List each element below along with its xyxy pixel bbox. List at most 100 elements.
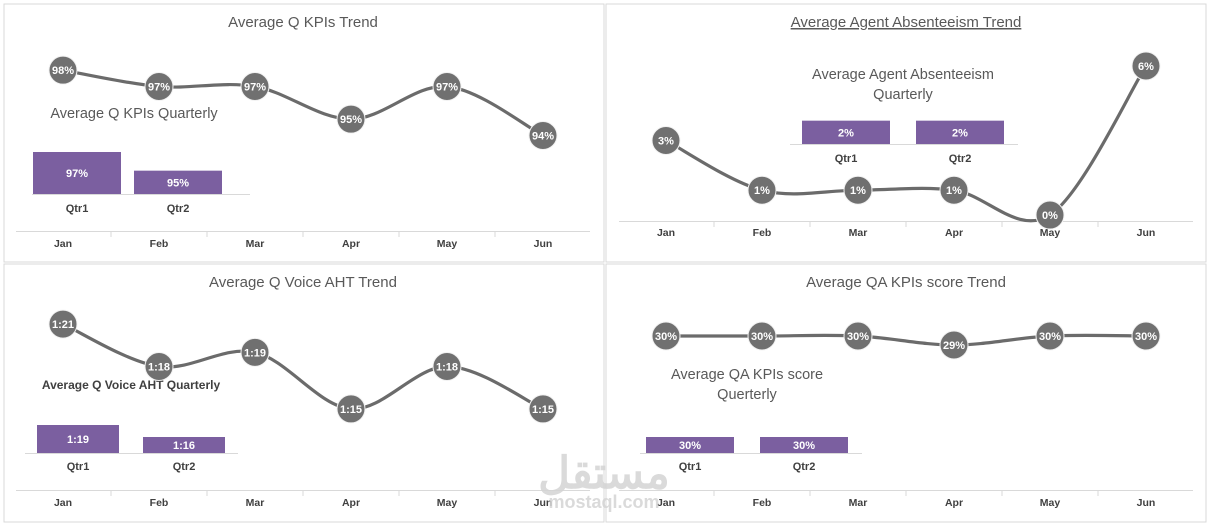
data-point <box>1131 51 1161 81</box>
x-tick-label: Jan <box>54 497 72 509</box>
data-point <box>1131 321 1161 351</box>
x-tick-label: Feb <box>753 227 772 239</box>
quarterly-bar-chart: Average Q KPIs Quarterly 97% Qtr1 95% Qtr2 <box>32 106 250 215</box>
chart-panel-3: Average Q Voice AHT Trend Average Q Voice… <box>3 263 605 523</box>
quarterly-chart-title: Average QA KPIs score <box>671 367 823 383</box>
quarterly-category-label: Qtr1 <box>67 461 90 473</box>
data-point <box>843 175 873 205</box>
data-label: 97% <box>148 82 170 94</box>
quarterly-category-label: Qtr2 <box>793 461 816 473</box>
quarterly-category-label: Qtr2 <box>173 461 196 473</box>
data-point <box>48 309 78 339</box>
quarterly-bar <box>802 120 890 144</box>
quarterly-bar <box>134 170 222 194</box>
data-label: 1% <box>946 185 962 197</box>
data-label: 94% <box>532 131 554 143</box>
data-label: 98% <box>52 65 74 77</box>
data-point <box>48 55 78 85</box>
data-point <box>144 352 174 381</box>
x-tick-label: Apr <box>342 497 360 509</box>
quarterly-chart-title: Average Q KPIs Quarterly <box>50 106 218 122</box>
x-tick-label: May <box>437 497 458 509</box>
data-label: 30% <box>1135 331 1157 343</box>
quarterly-bar-label: 1:19 <box>67 434 89 446</box>
data-label: 1:15 <box>340 404 362 416</box>
chart-panel-2: Average Agent Absenteeism Trend Average A… <box>605 3 1207 263</box>
data-point <box>747 175 777 205</box>
quarterly-bar-label: 30% <box>679 440 701 452</box>
data-label: 95% <box>340 114 362 126</box>
data-point <box>240 337 270 367</box>
data-point <box>843 321 873 351</box>
data-label: 3% <box>658 136 674 148</box>
data-label: 30% <box>1039 331 1061 343</box>
quarterly-bar-chart: Average Agent Absenteeism Quarterly 2% Qtr1… <box>790 67 1018 165</box>
data-label: 30% <box>655 331 677 343</box>
data-label: 97% <box>244 82 266 94</box>
quarterly-bar-chart: Average Q Voice AHT Quarterly 1:19 Qtr1 1:1… <box>25 378 238 473</box>
quarterly-bar-label: 97% <box>66 168 88 180</box>
data-point <box>336 104 366 134</box>
chart-title: Average Agent Absenteeism Trend <box>791 14 1022 31</box>
x-tick-label: Jan <box>657 497 675 509</box>
watermark-arabic: مستقل <box>538 449 670 498</box>
quarterly-bar-label: 2% <box>838 127 854 139</box>
chart-title: Average Q KPIs Trend <box>228 14 378 31</box>
quarterly-category-label: Qtr2 <box>167 203 190 215</box>
data-label: 1:21 <box>52 319 74 331</box>
data-point <box>240 72 270 101</box>
data-point <box>432 72 462 101</box>
quarterly-category-label: Qtr1 <box>679 461 702 473</box>
data-point <box>747 321 777 351</box>
panel-border <box>3 263 605 523</box>
quarterly-bar <box>646 437 734 453</box>
x-tick-label: Mar <box>849 497 868 509</box>
quarterly-bar <box>916 120 1004 144</box>
x-tick-label: Apr <box>945 227 963 239</box>
data-point <box>1035 200 1065 230</box>
data-point <box>651 321 681 351</box>
quarterly-chart-title: Average Agent Absenteeism <box>812 67 994 83</box>
x-tick-label: Apr <box>342 238 360 250</box>
x-tick-label: May <box>1040 497 1061 509</box>
panel-border <box>605 263 1207 523</box>
x-tick-label: Mar <box>246 497 265 509</box>
quarterly-chart-title: Average Q Voice AHT Quarterly <box>42 378 221 392</box>
x-tick-label: Feb <box>150 238 169 250</box>
x-tick-label: Jun <box>534 497 553 509</box>
quarterly-bar <box>33 152 121 194</box>
data-label: 1% <box>754 185 770 197</box>
quarterly-category-label: Qtr1 <box>66 203 89 215</box>
panel-border <box>3 3 605 263</box>
data-point <box>939 175 969 205</box>
quarterly-bar-label: 30% <box>793 440 815 452</box>
quarterly-category-label: Qtr2 <box>949 153 972 165</box>
quarterly-category-label: Qtr1 <box>835 153 858 165</box>
data-label: 30% <box>847 331 869 343</box>
x-tick-label: Apr <box>945 497 963 509</box>
x-tick-label: Mar <box>849 227 868 239</box>
quarterly-chart-title: Quarterly <box>873 87 933 103</box>
data-point <box>144 72 174 101</box>
watermark-latin: mostaql.com <box>548 492 659 512</box>
quarterly-chart-title: Querterly <box>717 387 777 403</box>
data-point <box>528 121 558 150</box>
data-point <box>528 394 558 424</box>
panel-border <box>605 3 1207 263</box>
quarterly-bar-label: 2% <box>952 127 968 139</box>
x-tick-label: Feb <box>753 497 772 509</box>
data-point <box>336 394 366 424</box>
data-label: 1% <box>850 185 866 197</box>
quarterly-bar <box>143 437 225 453</box>
data-label: 1:15 <box>532 404 554 416</box>
data-label: 30% <box>751 331 773 343</box>
quarterly-bar-label: 1:16 <box>173 440 195 452</box>
data-label: 0% <box>1042 210 1058 222</box>
chart-title: Average Q Voice AHT Trend <box>209 274 397 291</box>
data-point <box>651 126 681 155</box>
data-point <box>432 352 462 381</box>
data-label: 1:18 <box>436 362 458 374</box>
quarterly-bar-chart: Average QA KPIs score Querterly 30% Qtr1 30%… <box>640 367 862 473</box>
